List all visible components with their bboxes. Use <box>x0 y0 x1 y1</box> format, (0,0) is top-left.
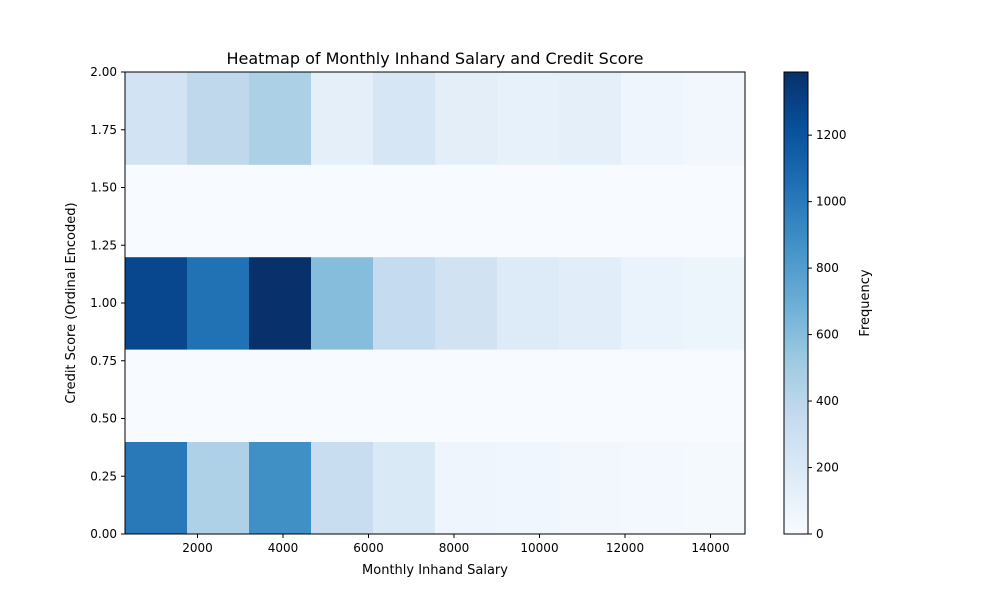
heatmap-cell <box>125 164 188 258</box>
x-axis-label: Monthly Inhand Salary <box>362 563 508 578</box>
heatmap-cell <box>187 349 250 442</box>
x-tick-label: 10000 <box>520 541 558 555</box>
heatmap-cell <box>435 441 498 535</box>
y-tick-label: 0.50 <box>90 412 117 426</box>
heatmap-cell <box>559 72 622 165</box>
y-tick-label: 1.25 <box>90 238 117 252</box>
heatmap-cell <box>373 256 436 350</box>
heatmap-cell <box>249 349 312 442</box>
heatmap-cell <box>559 164 622 258</box>
heatmap-cell <box>125 72 188 165</box>
colorbar-tick-label: 0 <box>816 527 824 541</box>
y-axis-label: Credit Score (Ordinal Encoded) <box>64 202 79 403</box>
y-tick-label: 1.00 <box>90 296 117 310</box>
y-tick-label: 0.25 <box>90 469 117 483</box>
heatmap-cell <box>187 164 250 258</box>
y-axis-ticks: 0.00 0.25 0.50 0.75 1.00 1.25 1.50 1.75 2.00 <box>90 65 125 541</box>
heatmap-cell <box>373 72 436 165</box>
x-tick-label: 4000 <box>268 541 299 555</box>
x-axis-ticks: 2000 4000 6000 8000 10000 12000 14000 <box>182 534 730 555</box>
heatmap-cell <box>187 441 250 535</box>
heatmap-cell <box>373 349 436 442</box>
heatmap-cell <box>125 256 188 350</box>
heatmap-cell <box>435 256 498 350</box>
heatmap-cell <box>435 349 498 442</box>
colorbar-tick-label: 1200 <box>816 128 847 142</box>
heatmap-cell <box>621 72 684 165</box>
colorbar-tick-label: 400 <box>816 394 839 408</box>
heatmap-cell <box>249 441 312 535</box>
heatmap-cell <box>621 164 684 258</box>
colorbar-tick-label: 600 <box>816 328 839 342</box>
heatmap-cell <box>311 349 374 442</box>
y-tick-label: 0.75 <box>90 354 117 368</box>
colorbar <box>783 71 809 535</box>
heatmap-cell <box>559 349 622 442</box>
heatmap-cell <box>497 349 560 442</box>
heatmap-cell <box>187 72 250 165</box>
x-tick-label: 6000 <box>353 541 384 555</box>
y-tick-label: 1.50 <box>90 181 117 195</box>
colorbar-tick-label: 800 <box>816 261 839 275</box>
heatmap-cell <box>373 441 436 535</box>
heatmap-cell <box>249 256 312 350</box>
x-tick-label: 12000 <box>606 541 644 555</box>
heatmap-cell <box>683 256 746 350</box>
heatmap-cell <box>559 256 622 350</box>
heatmap-cell <box>311 256 374 350</box>
heatmap-cell <box>249 72 312 165</box>
heatmap-cell <box>497 164 560 258</box>
heatmap-cell <box>311 164 374 258</box>
heatmap-cell <box>683 441 746 535</box>
heatmap-cell <box>621 256 684 350</box>
y-tick-label: 2.00 <box>90 65 117 79</box>
heatmap-cell <box>683 164 746 258</box>
colorbar-ticks: 0 200 400 600 800 1000 1200 <box>808 128 847 541</box>
heatmap-cell <box>683 72 746 165</box>
heatmap-cell <box>497 256 560 350</box>
heatmap-cell <box>559 441 622 535</box>
heatmap-cell <box>373 164 436 258</box>
heatmap-cell <box>435 72 498 165</box>
x-tick-label: 14000 <box>691 541 729 555</box>
colorbar-tick-label: 200 <box>816 461 839 475</box>
heatmap-cell <box>311 441 374 535</box>
x-tick-label: 8000 <box>439 541 470 555</box>
heatmap-cells <box>125 72 746 535</box>
heatmap-cell <box>311 72 374 165</box>
heatmap-cell <box>621 441 684 535</box>
heatmap-cell <box>621 349 684 442</box>
heatmap-cell <box>683 349 746 442</box>
x-tick-label: 2000 <box>182 541 213 555</box>
heatmap-cell <box>125 349 188 442</box>
chart-title: Heatmap of Monthly Inhand Salary and Cre… <box>227 49 644 68</box>
heatmap-cell <box>125 441 188 535</box>
y-tick-label: 0.00 <box>90 527 117 541</box>
heatmap-cell <box>497 72 560 165</box>
heatmap-cell <box>497 441 560 535</box>
colorbar-tick-label: 1000 <box>816 195 847 209</box>
heatmap-cell <box>435 164 498 258</box>
heatmap-cell <box>187 256 250 350</box>
heatmap-cell <box>249 164 312 258</box>
y-tick-label: 1.75 <box>90 123 117 137</box>
colorbar-label: Frequency <box>858 269 873 336</box>
